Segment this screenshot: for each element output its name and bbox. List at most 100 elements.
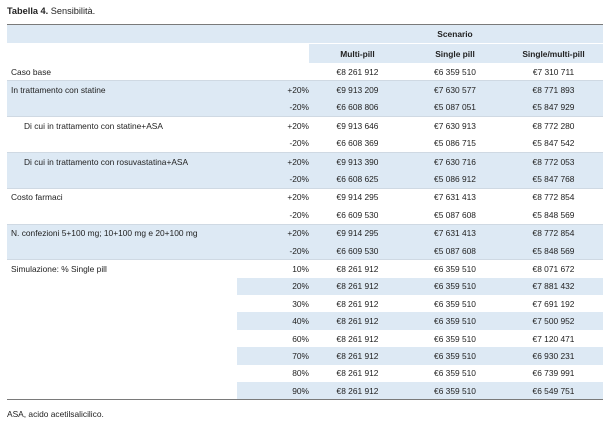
row-label bbox=[11, 347, 255, 364]
cell-single-multi-pill: €7 881 432 bbox=[532, 281, 575, 292]
cell-single-pill: €5 086 715 bbox=[434, 138, 476, 149]
table-caption: Tabella 4. Sensibilità. bbox=[7, 5, 95, 17]
cell-single-pill: €6 359 510 bbox=[434, 263, 476, 274]
cell-single-pill: €5 087 608 bbox=[434, 245, 476, 256]
cell-single-multi-pill: €5 848 569 bbox=[532, 245, 575, 256]
cell-single-multi-pill: €8 771 893 bbox=[532, 85, 575, 96]
row-label bbox=[11, 330, 255, 347]
table-row: 90% €8 261 912 €6 359 510 €6 549 751 bbox=[7, 382, 603, 400]
table-row: -20% €6 608 625 €5 086 912 €5 847 768 bbox=[7, 170, 603, 189]
header-multi-pill: Multi-pill bbox=[340, 48, 375, 59]
cell-multi-pill: €8 261 912 bbox=[336, 298, 379, 309]
cell-multi-pill: €9 913 209 bbox=[336, 85, 379, 96]
row-label bbox=[24, 135, 268, 152]
cell-single-multi-pill: €6 930 231 bbox=[532, 350, 575, 361]
row-variation: -20% bbox=[289, 245, 309, 256]
row-label bbox=[11, 206, 255, 223]
cell-multi-pill: €9 913 646 bbox=[336, 120, 379, 131]
row-label bbox=[11, 295, 255, 312]
row-shade bbox=[237, 277, 603, 296]
table-row: Caso base €8 261 912 €6 359 510 €7 310 711 bbox=[7, 63, 603, 82]
table-row: -20% €6 609 530 €5 087 608 €5 848 569 bbox=[7, 206, 603, 225]
row-variation: 60% bbox=[292, 333, 309, 344]
table-row: 40% €8 261 912 €6 359 510 €7 500 952 bbox=[7, 312, 603, 330]
header-scenario: Scenario bbox=[437, 29, 473, 39]
cell-multi-pill: €8 261 912 bbox=[336, 368, 379, 379]
cell-single-pill: €7 630 716 bbox=[434, 156, 476, 167]
row-variation bbox=[241, 63, 309, 80]
row-label bbox=[11, 365, 255, 382]
table-row: In trattamento con statine +20% €9 913 209… bbox=[7, 81, 603, 99]
row-variation: -20% bbox=[289, 174, 309, 185]
cell-single-multi-pill: €5 847 542 bbox=[532, 138, 575, 149]
row-variation: +20% bbox=[287, 156, 309, 167]
cell-multi-pill: €8 261 912 bbox=[336, 66, 379, 77]
table-row: 60% €8 261 912 €6 359 510 €7 120 471 bbox=[7, 330, 603, 347]
table-row: -20% €6 608 806 €5 087 051 €5 847 929 bbox=[7, 98, 603, 118]
table-row: 80% €8 261 912 €6 359 510 €6 739 991 bbox=[7, 365, 603, 382]
table-row: 20% €8 261 912 €6 359 510 €7 881 432 bbox=[7, 277, 603, 296]
row-shade bbox=[237, 347, 603, 365]
cell-single-pill: €6 359 510 bbox=[434, 298, 476, 309]
header-row-group: Scenario bbox=[7, 25, 603, 43]
table-number: Tabella 4. bbox=[7, 6, 49, 16]
cell-single-multi-pill: €7 691 192 bbox=[532, 298, 575, 309]
row-shade bbox=[237, 382, 603, 400]
cell-single-pill: €6 359 510 bbox=[434, 66, 476, 77]
header-row-columns: Multi-pill Single pill Single/multi-pill bbox=[7, 43, 603, 63]
table-row: -20% €6 608 369 €5 086 715 €5 847 542 bbox=[7, 135, 603, 153]
cell-multi-pill: €9 913 390 bbox=[336, 156, 379, 167]
cell-single-multi-pill: €8 772 053 bbox=[532, 156, 575, 167]
row-variation: 30% bbox=[292, 298, 309, 309]
cell-single-pill: €6 359 510 bbox=[434, 385, 476, 396]
header-band bbox=[309, 44, 603, 63]
row-variation: +20% bbox=[287, 192, 309, 203]
row-shade bbox=[237, 312, 603, 330]
cell-single-pill: €6 359 510 bbox=[434, 333, 476, 344]
cell-single-pill: €5 086 912 bbox=[434, 174, 476, 185]
cell-multi-pill: €6 608 806 bbox=[336, 102, 379, 113]
table-body: Caso base €8 261 912 €6 359 510 €7 310 711 I… bbox=[7, 63, 603, 400]
row-label bbox=[11, 278, 255, 295]
row-label: Di cui in trattamento con statine+ASA bbox=[24, 120, 163, 131]
table-row: 30% €8 261 912 €6 359 510 €7 691 192 bbox=[7, 295, 603, 312]
cell-multi-pill: €6 609 530 bbox=[336, 209, 379, 220]
cell-multi-pill: €9 914 295 bbox=[336, 192, 379, 203]
row-variation: -20% bbox=[289, 102, 309, 113]
row-variation: -20% bbox=[289, 138, 309, 149]
cell-multi-pill: €6 609 530 bbox=[336, 245, 379, 256]
cell-single-multi-pill: €6 739 991 bbox=[532, 368, 575, 379]
cell-single-multi-pill: €7 500 952 bbox=[532, 316, 575, 327]
cell-single-multi-pill: €8 071 672 bbox=[532, 263, 575, 274]
table-row: Costo farmaci +20% €9 914 295 €7 631 413 €8 … bbox=[7, 189, 603, 206]
cell-single-pill: €5 087 608 bbox=[434, 209, 476, 220]
cell-single-pill: €5 087 051 bbox=[434, 102, 476, 113]
cell-single-multi-pill: €7 310 711 bbox=[532, 66, 575, 77]
cell-multi-pill: €8 261 912 bbox=[336, 385, 379, 396]
row-variation: -20% bbox=[289, 209, 309, 220]
row-label: Caso base bbox=[11, 66, 52, 77]
cell-single-pill: €7 631 413 bbox=[434, 192, 476, 203]
table-row: 70% €8 261 912 €6 359 510 €6 930 231 bbox=[7, 347, 603, 365]
cell-single-multi-pill: €8 772 854 bbox=[532, 228, 575, 239]
table-title: Sensibilità. bbox=[50, 6, 96, 16]
table-row: -20% €6 609 530 €5 087 608 €5 848 569 bbox=[7, 241, 603, 261]
row-variation: 90% bbox=[292, 385, 309, 396]
cell-multi-pill: €8 261 912 bbox=[336, 333, 379, 344]
row-variation: +20% bbox=[287, 228, 309, 239]
cell-single-multi-pill: €8 772 854 bbox=[532, 192, 575, 203]
cell-single-multi-pill: €5 847 768 bbox=[532, 174, 575, 185]
table-row: Di cui in trattamento con statine+ASA +20… bbox=[7, 117, 603, 134]
cell-single-pill: €6 359 510 bbox=[434, 350, 476, 361]
cell-multi-pill: €6 608 625 bbox=[336, 174, 379, 185]
table-row: Simulazione: % Single pill 10% €8 261 912 €… bbox=[7, 260, 603, 277]
cell-single-multi-pill: €5 847 929 bbox=[532, 102, 575, 113]
row-variation: 10% bbox=[292, 263, 309, 274]
cell-single-pill: €7 631 413 bbox=[434, 228, 476, 239]
cell-multi-pill: €8 261 912 bbox=[336, 316, 379, 327]
row-variation: 70% bbox=[292, 350, 309, 361]
cell-multi-pill: €8 261 912 bbox=[336, 350, 379, 361]
cell-single-multi-pill: €7 120 471 bbox=[532, 333, 575, 344]
cell-single-pill: €6 359 510 bbox=[434, 316, 476, 327]
row-variation: 20% bbox=[292, 281, 309, 292]
